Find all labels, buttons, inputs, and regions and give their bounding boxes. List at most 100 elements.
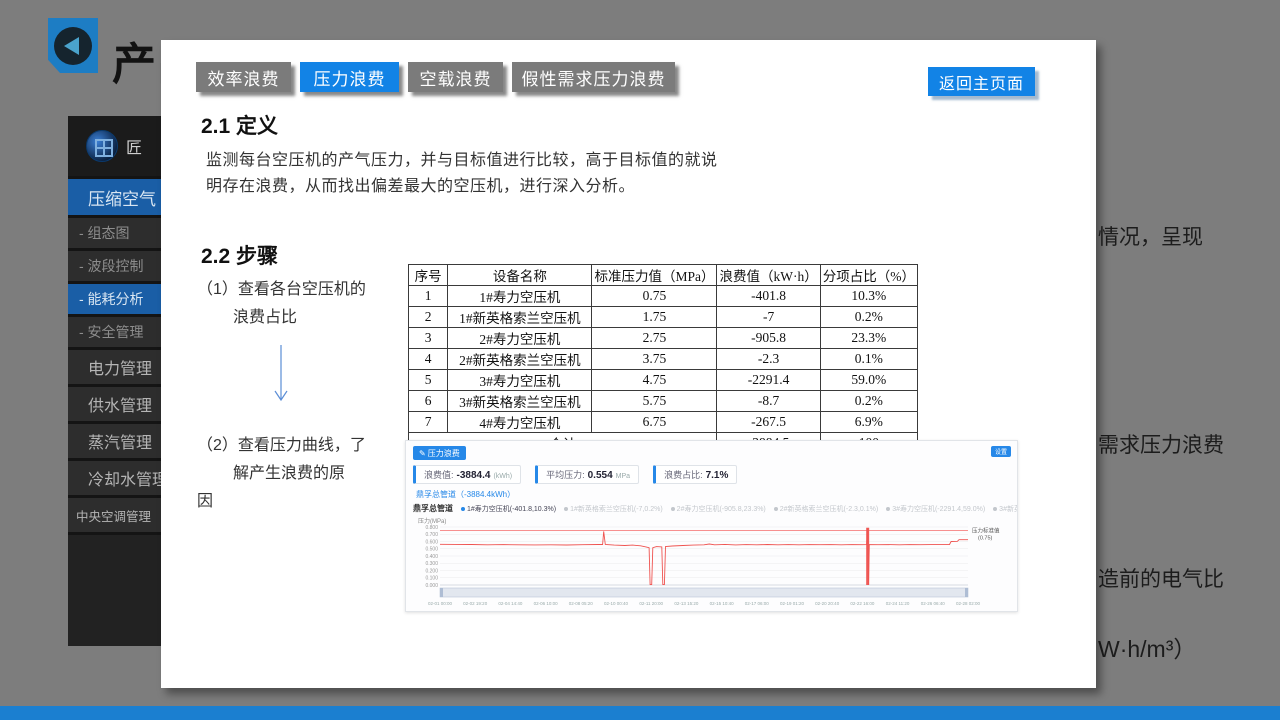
sidebar-item[interactable]: 中央空调管理 bbox=[68, 498, 168, 532]
legend-item: 1#寿力空压机(-401.8,10.3%) bbox=[461, 504, 556, 514]
svg-text:02-11 20:00: 02-11 20:00 bbox=[639, 601, 663, 606]
svg-text:0.000: 0.000 bbox=[425, 583, 438, 589]
table-cell: -7 bbox=[716, 306, 821, 328]
table-cell: -905.8 bbox=[716, 327, 821, 349]
sidebar-item[interactable]: - 波段控制 bbox=[68, 251, 168, 281]
sidebar-header: 匠 bbox=[68, 116, 168, 176]
sidebar-item[interactable]: 蒸汽管理 bbox=[68, 424, 168, 458]
definition-line: 监测每台空压机的产气压力，并与目标值进行比较，高于目标值的就说 bbox=[206, 152, 718, 169]
left-triangle-icon bbox=[64, 36, 79, 55]
table-cell: 0.2% bbox=[819, 390, 919, 412]
svg-text:0.100: 0.100 bbox=[425, 576, 438, 582]
pencil-icon: ✎ bbox=[419, 448, 426, 458]
sidebar-item[interactable]: - 安全管理 bbox=[68, 317, 168, 347]
sidebar-item[interactable]: 压缩空气 bbox=[68, 179, 168, 215]
legend-item: 1#新英格索兰空压机(-7,0.2%) bbox=[564, 504, 663, 514]
sidebar-item[interactable]: 供水管理 bbox=[68, 387, 168, 421]
svg-text:02-04 14:40: 02-04 14:40 bbox=[498, 601, 523, 606]
table-header-row: 序号 设备名称 标准压力值（MPa） 浪费值（kW·h） 分项占比（%） bbox=[407, 264, 919, 286]
table-row: 4 2#新英格索兰空压机 3.75 -2.3 0.1% bbox=[407, 348, 919, 370]
svg-text:02-10 00:40: 02-10 00:40 bbox=[604, 601, 629, 606]
table-cell: 6.9% bbox=[819, 411, 919, 433]
table-cell: 2.75 bbox=[591, 327, 718, 349]
screenshot-settings-button: 设置 bbox=[990, 446, 1011, 457]
svg-text:0.800: 0.800 bbox=[425, 525, 438, 531]
background-text-fragment: W·h/m³） bbox=[1098, 636, 1197, 662]
svg-text:02-02 19:20: 02-02 19:20 bbox=[463, 601, 488, 606]
table-cell: 1 bbox=[407, 285, 449, 307]
background-text-fragment: 需求压力浪费 bbox=[1098, 434, 1224, 457]
table-header-cell: 浪费值（kW·h） bbox=[716, 264, 821, 286]
table-cell: 1#新英格索兰空压机 bbox=[447, 306, 593, 328]
legend-title: 鼎孚总管道 bbox=[413, 504, 453, 513]
table-cell: -2291.4 bbox=[716, 369, 821, 391]
background-sidebar: 匠 压缩空气 - 组态图 - 波段控制 - 能耗分析 - 安全管理 电力管理 供水管理 蒸汽管… bbox=[68, 116, 168, 646]
table-cell: 4#寿力空压机 bbox=[447, 411, 593, 433]
svg-text:02-26 06:40: 02-26 06:40 bbox=[921, 601, 946, 606]
table-header-cell: 分项占比（%） bbox=[819, 264, 919, 286]
svg-text:0.400: 0.400 bbox=[425, 554, 438, 560]
tab-pressure-waste[interactable]: 压力浪费 bbox=[300, 62, 399, 92]
table-row: 7 4#寿力空压机 6.75 -267.5 6.9% bbox=[407, 411, 919, 433]
table-cell: 0.2% bbox=[819, 306, 919, 328]
table-cell: 4 bbox=[407, 348, 449, 370]
table-cell: 59.0% bbox=[819, 369, 919, 391]
legend-dot-icon bbox=[886, 506, 891, 511]
steps-heading: 2.2 步骤 bbox=[201, 245, 279, 268]
svg-text:压力(MPa): 压力(MPa) bbox=[418, 517, 446, 525]
screenshot-pressure-waste-tab: ✎ 压力浪费 bbox=[413, 446, 466, 460]
table-cell: 2#寿力空压机 bbox=[447, 327, 593, 349]
definition-heading: 2.1 定义 bbox=[201, 115, 279, 138]
sidebar-item[interactable]: 电力管理 bbox=[68, 350, 168, 384]
svg-text:(0.75): (0.75) bbox=[978, 536, 993, 542]
table-cell: 2#新英格索兰空压机 bbox=[447, 348, 593, 370]
background-text-fragment: 情况，呈现 bbox=[1098, 226, 1203, 249]
tab-efficiency-waste[interactable]: 效率浪费 bbox=[196, 62, 291, 92]
definition-text: 监测每台空压机的产气压力，并与目标值进行比较，高于目标值的就说 明存在浪费，从而… bbox=[206, 148, 736, 200]
table-cell: 0.75 bbox=[591, 285, 718, 307]
table-row: 2 1#新英格索兰空压机 1.75 -7 0.2% bbox=[407, 306, 919, 328]
table-cell: 1#寿力空压机 bbox=[447, 285, 593, 307]
svg-text:0.700: 0.700 bbox=[425, 532, 438, 538]
table-cell: 7 bbox=[407, 411, 449, 433]
app-logo-icon bbox=[86, 130, 118, 162]
step-2-text: （2）查看压力曲线，了 解产生浪费的原 因 bbox=[197, 437, 366, 510]
table-cell: 3#寿力空压机 bbox=[447, 369, 593, 391]
table-cell: 5 bbox=[407, 369, 449, 391]
legend-dot-icon bbox=[993, 506, 998, 511]
svg-text:02-06 10:00: 02-06 10:00 bbox=[534, 601, 559, 606]
tab-false-demand-pressure-waste[interactable]: 假性需求压力浪费 bbox=[512, 62, 675, 92]
svg-text:0.200: 0.200 bbox=[425, 568, 438, 574]
table-cell: 6 bbox=[407, 390, 449, 412]
table-cell: -2.3 bbox=[716, 348, 821, 370]
svg-text:02-15 10:40: 02-15 10:40 bbox=[710, 601, 735, 606]
table-row: 5 3#寿力空压机 4.75 -2291.4 59.0% bbox=[407, 369, 919, 391]
table-row: 3 2#寿力空压机 2.75 -905.8 23.3% bbox=[407, 327, 919, 349]
back-arrow-icon[interactable] bbox=[48, 18, 98, 73]
table-cell: 3#新英格索兰空压机 bbox=[447, 390, 593, 412]
legend-item: 3#寿力空压机(-2291.4,59.0%) bbox=[886, 504, 985, 514]
table-cell: 5.75 bbox=[591, 390, 718, 412]
legend-dot-icon bbox=[564, 506, 569, 511]
svg-text:02-13 15:20: 02-13 15:20 bbox=[674, 601, 699, 606]
definition-line: 明存在浪费，从而找出偏差最大的空压机，进行深入分析。 bbox=[206, 178, 636, 195]
table-cell: 3.75 bbox=[591, 348, 718, 370]
table-row: 6 3#新英格索兰空压机 5.75 -8.7 0.2% bbox=[407, 390, 919, 412]
sidebar-item[interactable]: - 组态图 bbox=[68, 218, 168, 248]
table-cell: 2 bbox=[407, 306, 449, 328]
table-header-cell: 设备名称 bbox=[447, 264, 593, 286]
chart-legend: 鼎孚总管道 1#寿力空压机(-401.8,10.3%) 1#新英格索兰空压机(-7,… bbox=[413, 503, 1017, 514]
sidebar-item[interactable]: 冷却水管理 bbox=[68, 461, 168, 495]
pipeline-link: 鼎孚总管道（-3884.4kWh） bbox=[416, 490, 516, 499]
table-cell: 10.3% bbox=[819, 285, 919, 307]
sidebar-filler bbox=[68, 535, 168, 646]
table-cell: 6.75 bbox=[591, 411, 718, 433]
return-main-page-button[interactable]: 返回主页面 bbox=[928, 67, 1035, 96]
legend-item: 3#新英格索兰空压机(-8.7,0.2%) bbox=[993, 504, 1017, 514]
waste-data-table: 序号 设备名称 标准压力值（MPa） 浪费值（kW·h） 分项占比（%） 1 1#寿力空压… bbox=[407, 264, 919, 454]
sidebar-item[interactable]: - 能耗分析 bbox=[68, 284, 168, 314]
legend-dot-icon bbox=[670, 506, 675, 511]
table-cell: 23.3% bbox=[819, 327, 919, 349]
tab-unload-waste[interactable]: 空载浪费 bbox=[408, 62, 503, 92]
